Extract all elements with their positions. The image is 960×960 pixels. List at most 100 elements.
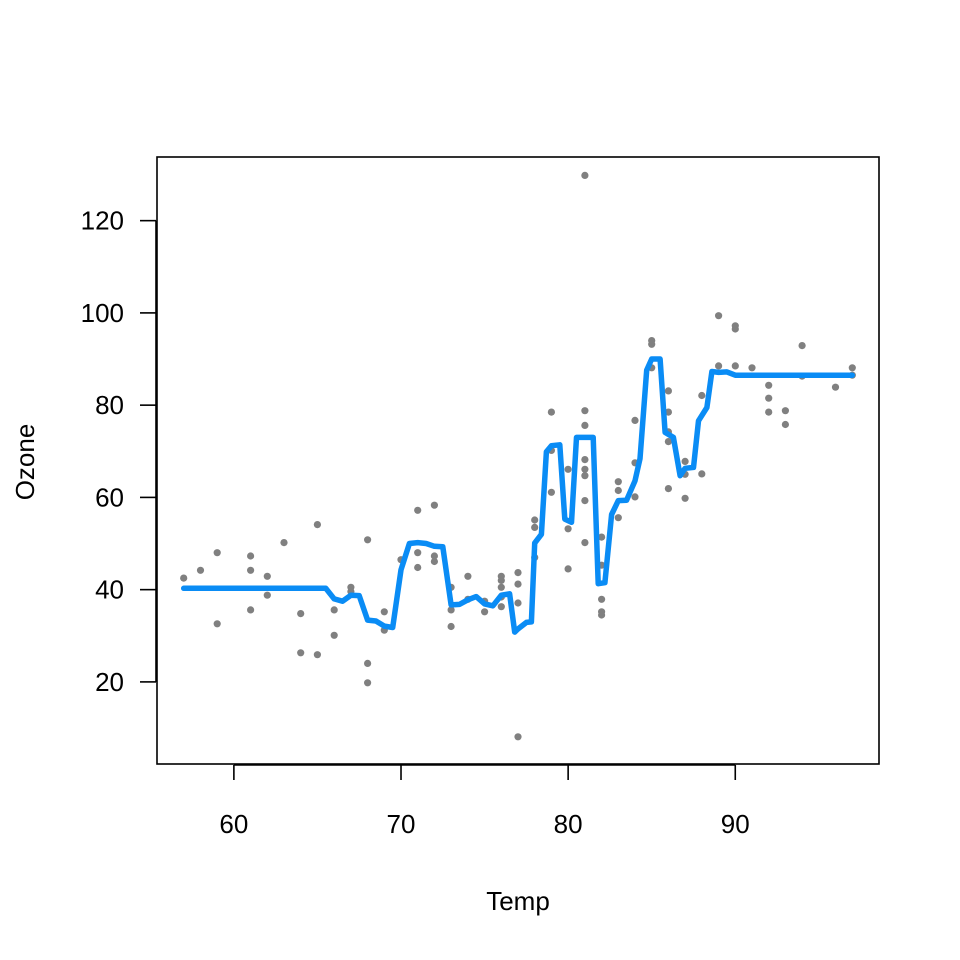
data-point — [614, 478, 622, 486]
data-point — [297, 649, 305, 657]
smoothed-line — [180, 356, 856, 635]
data-point — [715, 362, 723, 370]
data-point — [313, 521, 321, 529]
data-point — [263, 591, 271, 599]
data-point — [531, 523, 539, 532]
y-tick-label: 60 — [95, 482, 124, 512]
data-point — [364, 679, 372, 687]
smoothed-line-layer — [180, 356, 856, 635]
data-point — [765, 408, 773, 416]
x-axis: 60 70 80 90 — [219, 764, 750, 839]
data-point — [581, 407, 589, 415]
data-point — [213, 620, 221, 628]
data-point — [581, 465, 589, 473]
data-point — [614, 514, 622, 522]
data-point — [297, 610, 305, 618]
data-point — [547, 488, 556, 496]
data-point — [664, 387, 673, 395]
data-point — [430, 557, 438, 566]
data-point — [765, 394, 773, 402]
data-point — [263, 572, 271, 580]
data-point — [781, 420, 790, 429]
data-point — [447, 622, 455, 631]
data-point — [514, 569, 522, 577]
data-point — [598, 533, 606, 541]
data-point — [247, 566, 255, 574]
data-point — [698, 470, 706, 478]
data-point — [380, 608, 388, 616]
data-point — [547, 408, 556, 416]
x-tick-label: 90 — [721, 809, 750, 839]
x-axis-label: Temp — [486, 886, 550, 916]
data-point — [481, 608, 489, 616]
data-point — [581, 472, 589, 480]
data-point — [581, 171, 589, 179]
data-point — [598, 595, 606, 603]
data-point — [313, 651, 321, 659]
data-point — [497, 583, 505, 591]
data-point — [514, 733, 522, 741]
data-point — [414, 506, 422, 514]
data-point — [848, 364, 856, 372]
data-point — [280, 539, 288, 547]
data-point — [631, 493, 639, 501]
y-tick-label: 40 — [95, 575, 124, 605]
data-point — [430, 501, 438, 509]
data-point — [514, 580, 522, 588]
data-point — [213, 549, 221, 557]
y-tick-label: 80 — [95, 390, 124, 420]
data-point — [698, 391, 706, 400]
x-tick-label: 70 — [387, 809, 416, 839]
data-point — [430, 552, 438, 560]
data-point — [581, 456, 589, 464]
data-point — [364, 659, 372, 668]
data-point — [648, 340, 656, 348]
y-tick-label: 100 — [81, 298, 124, 328]
data-point — [598, 611, 606, 619]
data-point — [497, 576, 505, 585]
data-point — [414, 563, 422, 572]
data-point — [330, 631, 338, 639]
data-point — [414, 549, 422, 557]
data-point — [631, 416, 639, 424]
y-axis: 20 40 60 80 100 120 — [81, 206, 157, 697]
data-point — [330, 606, 338, 614]
data-point — [664, 408, 673, 416]
data-point — [447, 606, 455, 614]
data-point — [798, 342, 806, 350]
data-point — [581, 539, 589, 547]
data-point — [664, 485, 673, 493]
y-tick-label: 20 — [95, 667, 124, 697]
data-point — [564, 565, 572, 573]
data-point — [781, 407, 790, 415]
data-point — [664, 438, 673, 446]
data-point — [731, 362, 739, 370]
data-point — [514, 599, 522, 607]
data-point — [581, 497, 589, 505]
data-point — [681, 457, 689, 465]
data-point — [364, 536, 372, 544]
data-point — [748, 364, 756, 372]
data-point — [831, 383, 840, 391]
data-point — [196, 566, 205, 574]
x-tick-label: 80 — [554, 809, 583, 839]
data-point — [614, 486, 622, 495]
data-point — [681, 494, 689, 502]
data-point — [180, 574, 188, 582]
x-tick-label: 60 — [219, 809, 248, 839]
data-point — [581, 421, 589, 429]
data-point — [464, 572, 472, 580]
data-point — [247, 552, 255, 560]
data-point — [715, 312, 723, 320]
data-point — [564, 525, 572, 533]
data-point — [247, 606, 255, 614]
data-point — [564, 465, 572, 473]
data-point — [497, 603, 505, 611]
data-point — [531, 516, 539, 524]
data-point — [731, 325, 739, 333]
data-point — [765, 381, 773, 389]
y-tick-label: 120 — [81, 206, 124, 236]
y-axis-label: Ozone — [10, 424, 40, 501]
